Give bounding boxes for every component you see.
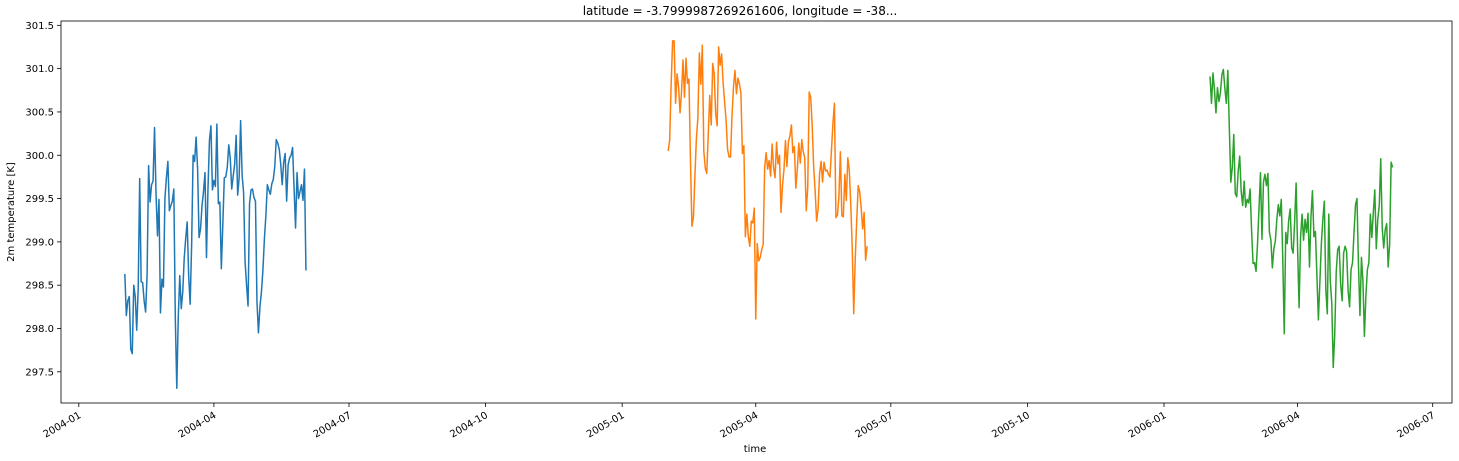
series-layer xyxy=(124,40,1394,390)
y-tick-label: 298.5 xyxy=(25,281,54,292)
chart-title: latitude = -3.7999987269261606, longitud… xyxy=(583,4,898,18)
y-tick-label: 297.5 xyxy=(25,367,54,378)
series-line-2 xyxy=(667,40,868,320)
y-tick-label: 298.0 xyxy=(25,324,54,335)
series-line-1 xyxy=(124,119,307,390)
y-axis-label: 2m temperature [K] xyxy=(6,162,17,262)
y-tick-label: 300.5 xyxy=(25,107,54,118)
y-tick-label: 299.5 xyxy=(25,194,54,205)
plot-frame xyxy=(60,20,1453,404)
y-tick-label: 301.0 xyxy=(25,64,54,75)
y-tick-label: 299.0 xyxy=(25,237,54,248)
y-tick-label: 300.0 xyxy=(25,151,54,162)
series-line-3 xyxy=(1209,68,1394,369)
y-axis: 297.5 298.0 298.5 299.0 299.5 300.0 300.5 301.0… xyxy=(25,21,61,378)
y-tick-label: 301.5 xyxy=(25,21,54,32)
x-axis-label: time xyxy=(744,444,767,455)
